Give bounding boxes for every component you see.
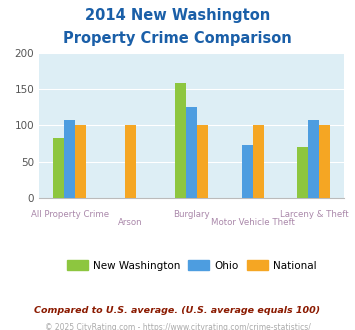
Bar <box>175 83 186 198</box>
Bar <box>253 125 264 198</box>
Bar <box>242 145 253 198</box>
Bar <box>308 120 319 198</box>
Legend: New Washington, Ohio, National: New Washington, Ohio, National <box>62 255 321 275</box>
Bar <box>53 138 64 198</box>
Bar <box>319 125 330 198</box>
Text: All Property Crime: All Property Crime <box>31 210 109 218</box>
Bar <box>297 147 308 198</box>
Text: Larceny & Theft: Larceny & Theft <box>279 210 348 218</box>
Text: Burglary: Burglary <box>173 210 210 218</box>
Bar <box>186 107 197 198</box>
Bar <box>197 125 208 198</box>
Text: Motor Vehicle Theft: Motor Vehicle Theft <box>211 218 295 227</box>
Text: © 2025 CityRating.com - https://www.cityrating.com/crime-statistics/: © 2025 CityRating.com - https://www.city… <box>45 323 310 330</box>
Text: Property Crime Comparison: Property Crime Comparison <box>63 31 292 46</box>
Bar <box>64 120 75 198</box>
Text: Arson: Arson <box>118 218 143 227</box>
Bar <box>125 125 136 198</box>
Bar <box>75 125 86 198</box>
Text: 2014 New Washington: 2014 New Washington <box>85 8 270 23</box>
Text: Compared to U.S. average. (U.S. average equals 100): Compared to U.S. average. (U.S. average … <box>34 306 321 315</box>
